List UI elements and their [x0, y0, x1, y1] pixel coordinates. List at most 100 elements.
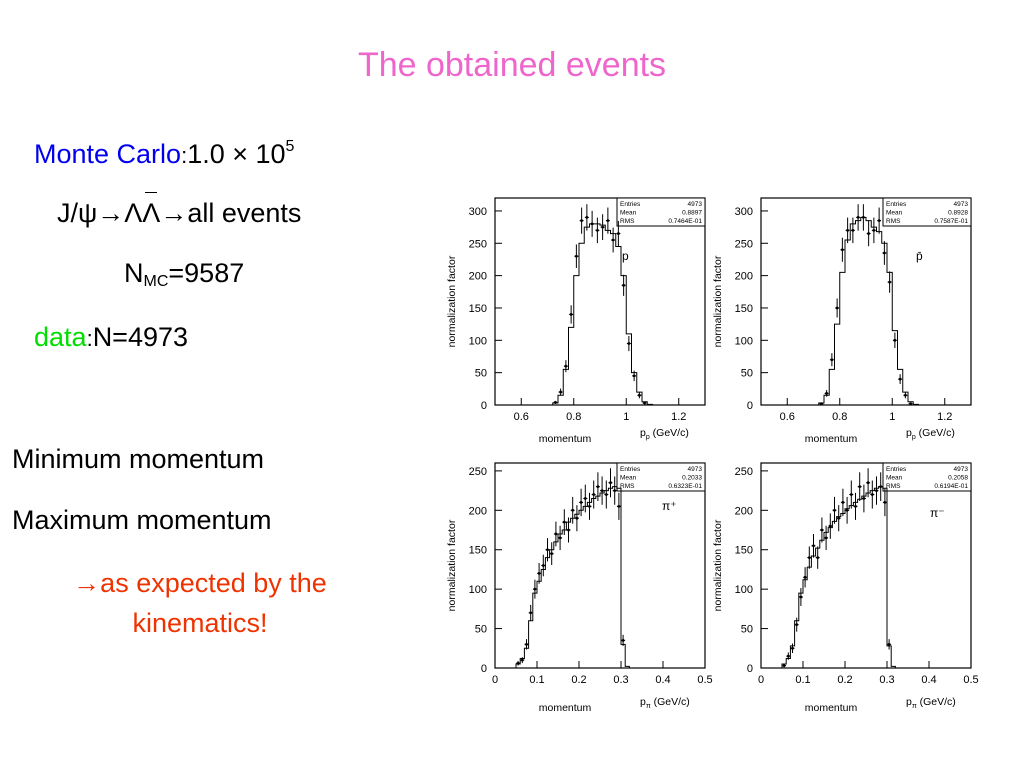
data-point: [825, 391, 829, 395]
data-point: [617, 504, 621, 508]
data-point: [592, 493, 596, 496]
nmc-prefix: N: [124, 258, 144, 288]
data-point: [541, 564, 545, 567]
x-tick-label: 0.1: [795, 674, 810, 686]
data-point: [559, 390, 563, 394]
proton-momentum-histogram: 0 50 100 150 200 250 300 0.6 0.8 1 1.2 normalizatio…: [446, 197, 706, 445]
y-tick-label: 150: [735, 303, 753, 315]
data-point: [583, 497, 587, 500]
data-point: [819, 402, 823, 406]
data-point: [558, 536, 562, 540]
nmc-line: NMC=9587: [124, 258, 244, 291]
x-tick-label: 1: [889, 411, 895, 423]
y-tick-label: 250: [735, 238, 753, 250]
mc-histogram-line: [818, 216, 919, 405]
y-tick-label: 250: [735, 466, 753, 478]
data-point: [861, 216, 865, 219]
data-point: [621, 639, 625, 642]
plot-frame: [760, 462, 972, 669]
data-point: [803, 575, 807, 579]
x-axis-label: momentum: [805, 702, 858, 714]
data-point: [520, 658, 524, 662]
data-point: [627, 342, 631, 345]
particle-label: π⁺: [662, 499, 677, 513]
y-tick-label: 0: [481, 663, 487, 675]
stats-label: Entries: [620, 201, 641, 208]
y-axis-label: normalization factor: [446, 255, 458, 347]
data-point: [887, 642, 891, 646]
data-point: [786, 654, 790, 658]
y-tick-label: 300: [735, 206, 753, 218]
data-point: [840, 248, 844, 252]
mc-histogram-line: [515, 486, 634, 669]
data-point: [862, 497, 866, 500]
data-point: [851, 228, 855, 232]
y-tick-label: 250: [469, 238, 487, 250]
data-point: [632, 374, 636, 378]
data-point: [569, 313, 573, 316]
data-point: [553, 401, 557, 404]
stats-value: 0.8897: [682, 210, 702, 217]
data-point: [601, 225, 605, 229]
data-point: [600, 489, 604, 492]
data-point: [574, 254, 578, 258]
conclusion-line-1: →as expected by the: [73, 568, 327, 598]
decay-suffix: →all events: [160, 198, 302, 228]
x-axis-label-right: pπ (GeV/c): [640, 696, 690, 710]
piminus-momentum-histogram: 0 50 100 150 200 250 0 0.1 0.2 0.3 0.4 0.5 normaliza…: [712, 462, 979, 714]
y-axis-label: normalization factor: [712, 519, 724, 611]
monte-carlo-label: Monte Carlo: [34, 139, 182, 169]
data-point: [516, 661, 520, 665]
y-tick-label: 0: [481, 400, 487, 412]
y-tick-label: 0: [747, 400, 753, 412]
y-tick-label: 150: [469, 545, 487, 557]
stats-label: RMS: [620, 218, 635, 225]
stats-label: Entries: [620, 466, 641, 473]
data-point: [835, 306, 839, 310]
x-tick-label: 0.1: [529, 674, 544, 686]
stats-box: [882, 462, 972, 492]
x-tick-label: 1.2: [937, 411, 952, 423]
y-tick-label: 250: [469, 466, 487, 478]
stats-label: Mean: [886, 475, 903, 482]
data-point: [845, 508, 849, 512]
y-tick-label: 50: [475, 368, 487, 380]
data-point: [799, 595, 803, 599]
x-tick-label: 0.8: [566, 411, 581, 423]
stats-value: 0.2033: [682, 475, 702, 482]
data-point: [580, 219, 584, 223]
data-point: [870, 493, 874, 496]
stats-label: RMS: [620, 483, 635, 490]
x-tick-label: 1.2: [671, 411, 686, 423]
y-tick-label: 100: [469, 335, 487, 347]
stats-box: [882, 197, 972, 227]
x-tick-label: 0.8: [832, 411, 847, 423]
data-label: data: [34, 322, 87, 352]
x-tick-label: 0.6: [514, 411, 529, 423]
data-point: [824, 536, 828, 540]
y-tick-label: 0: [747, 663, 753, 675]
x-axis-label: momentum: [539, 433, 592, 445]
data-point: [807, 556, 811, 560]
stats-label: RMS: [886, 483, 901, 490]
data-point: [525, 642, 528, 646]
x-axis-label: momentum: [805, 433, 858, 445]
stats-value: 0.6194E-01: [934, 483, 968, 490]
data-point: [562, 520, 566, 524]
data-point: [564, 364, 568, 368]
data-point: [533, 587, 537, 591]
stats-label: Mean: [620, 210, 637, 217]
data-point: [883, 501, 887, 504]
data-point: [596, 485, 600, 489]
data-point: [858, 485, 862, 489]
data-point: [611, 238, 615, 242]
nmc-value: =9587: [168, 258, 245, 288]
data-point: [590, 222, 594, 226]
data-point: [849, 493, 853, 496]
stats-box: [616, 462, 706, 492]
data-colon: :: [86, 326, 93, 351]
data-point: [837, 516, 841, 520]
x-tick-label: 0: [492, 674, 498, 686]
data-point: [791, 646, 794, 650]
data-point: [854, 504, 857, 508]
